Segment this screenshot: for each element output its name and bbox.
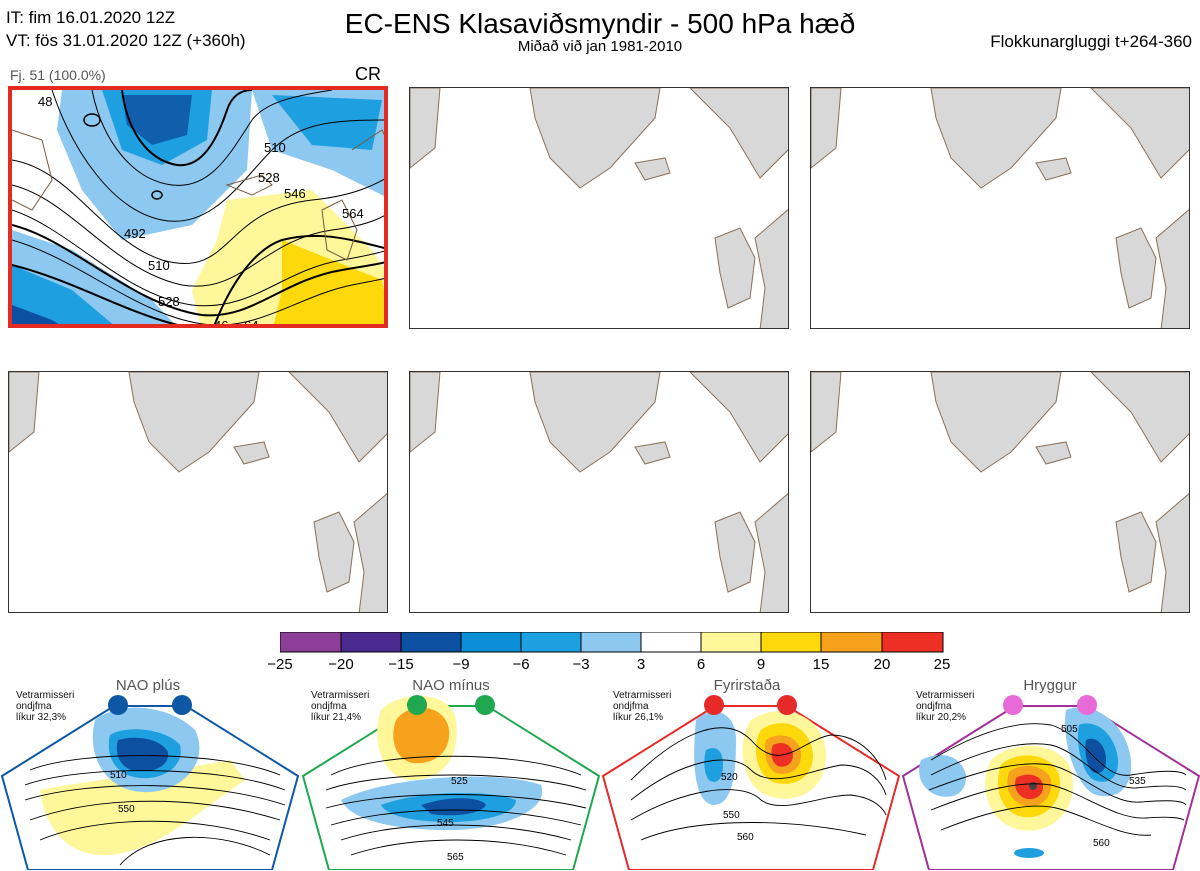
contour-label: 546 [284, 186, 306, 201]
map-panel-cluster-1[interactable]: 510 528 546 564 492 510 528 46 64 48 [8, 86, 388, 328]
colorbar-tick: 25 [933, 656, 951, 673]
empty-map [410, 88, 788, 328]
colorbar-swatch [881, 632, 944, 653]
regime-title-blocking: Fyrirstaða [713, 677, 781, 694]
regime-title-nao-plus: NAO plús [115, 677, 181, 694]
colorbar-swatch [520, 632, 582, 653]
valid-time: VT: fös 31.01.2020 12Z (+360h) [6, 31, 246, 50]
colorbar-swatch [340, 632, 402, 653]
regime-contour-label: 550 [118, 804, 135, 815]
contour-label: 492 [124, 226, 146, 241]
regime-contour-label: 560 [1093, 838, 1110, 849]
colorbar-swatch [280, 632, 342, 653]
page-title: EC-ENS Klasaviðsmyndir - 500 hPa hæð [344, 8, 856, 39]
colorbar-swatch [820, 632, 883, 653]
colorbar-swatch [400, 632, 462, 653]
regime-info-ridge: Vetrarmisseri ondjfma líkur 20,2% [916, 690, 975, 723]
colorbar-tick: 6 [696, 656, 706, 673]
regime-marker [1003, 695, 1023, 715]
regime-contour-label: 565 [447, 852, 464, 863]
regime-info-nao-plus: Vetrarmisseri ondjfma líkur 32,3% [16, 690, 75, 723]
regime-map-blocking[interactable]: 520 550 560 [601, 680, 901, 870]
contour-label: 510 [148, 258, 170, 273]
regime-info-blocking: Vetrarmisseri ondjfma líkur 26,1% [613, 690, 672, 723]
empty-map [410, 372, 788, 612]
regime-code: CR [355, 64, 381, 84]
regime-contour-label: 550 [723, 810, 740, 821]
regime-title-ridge: Hryggur [1023, 677, 1077, 694]
cluster-map: 510 528 546 564 492 510 528 46 64 48 [12, 90, 384, 328]
contour-label: 46 [214, 318, 228, 328]
colorbar-tick: −6 [512, 656, 530, 673]
regime-marker [1077, 695, 1097, 715]
page-subtitle: Miðað við jan 1981-2010 [517, 38, 683, 55]
regime-contour-label: 560 [737, 832, 754, 843]
empty-map [9, 372, 387, 612]
map-panel-cluster-6[interactable] [810, 371, 1190, 613]
map-panel-cluster-4[interactable] [8, 371, 388, 613]
colorbar-tick: −3 [572, 656, 590, 673]
regime-contour-label: 535 [1129, 776, 1146, 787]
regime-contour-label: 520 [721, 772, 738, 783]
colorbar-tick: −15 [388, 656, 414, 673]
colorbar-tick: 9 [756, 656, 766, 673]
map-panel-cluster-3[interactable] [810, 87, 1190, 329]
member-count: Fj. 51 (100.0%) [10, 67, 106, 83]
empty-map [811, 88, 1189, 328]
colorbar-tick: 3 [636, 656, 646, 673]
contour-label: 64 [244, 318, 258, 328]
regime-contour-label: 505 [1061, 724, 1078, 735]
colorbar-tick: 15 [812, 656, 830, 673]
regime-map-nao-plus[interactable]: 510 550 [0, 680, 300, 870]
empty-map [811, 372, 1189, 612]
contour-label: 528 [258, 170, 280, 185]
regime-contour-label: 525 [451, 776, 468, 787]
colorbar [280, 632, 944, 653]
regime-marker [407, 695, 427, 715]
regime-map-ridge[interactable]: 505 535 560 [901, 680, 1200, 870]
colorbar-swatch [700, 632, 762, 653]
regime-map-nao-minus[interactable]: 525 545 565 [301, 680, 601, 870]
regime-marker [777, 695, 797, 715]
colorbar-tick: −20 [328, 656, 354, 673]
init-time: IT: fim 16.01.2020 12Z [6, 8, 176, 27]
regime-marker [475, 695, 495, 715]
regime-info-nao-minus: Vetrarmisseri ondjfma líkur 21,4% [311, 690, 370, 723]
regime-contour-label: 545 [437, 818, 454, 829]
regime-marker [172, 695, 192, 715]
colorbar-tick: 20 [873, 656, 891, 673]
map-panel-cluster-2[interactable] [409, 87, 789, 329]
contour-label: 528 [158, 294, 180, 309]
colorbar-swatch [580, 632, 642, 653]
regime-marker [108, 695, 128, 715]
regime-marker [704, 695, 724, 715]
colorbar-tick: −25 [267, 656, 293, 673]
colorbar-tick: −9 [452, 656, 470, 673]
colorbar-swatch [460, 632, 522, 653]
header-dates: IT: fim 16.01.2020 12Z VT: fös 31.01.202… [6, 6, 246, 52]
regime-title-nao-minus: NAO mínus [412, 677, 490, 694]
regime-contour-label: 510 [110, 770, 127, 781]
contour-label: 48 [38, 94, 52, 109]
contour-label: 564 [342, 206, 364, 221]
colorbar-swatch [760, 632, 822, 653]
classification-window: Flokkunargluggi t+264-360 [990, 32, 1192, 51]
contour-label: 510 [264, 140, 286, 155]
map-panel-cluster-5[interactable] [409, 371, 789, 613]
colorbar-swatch [640, 632, 702, 653]
